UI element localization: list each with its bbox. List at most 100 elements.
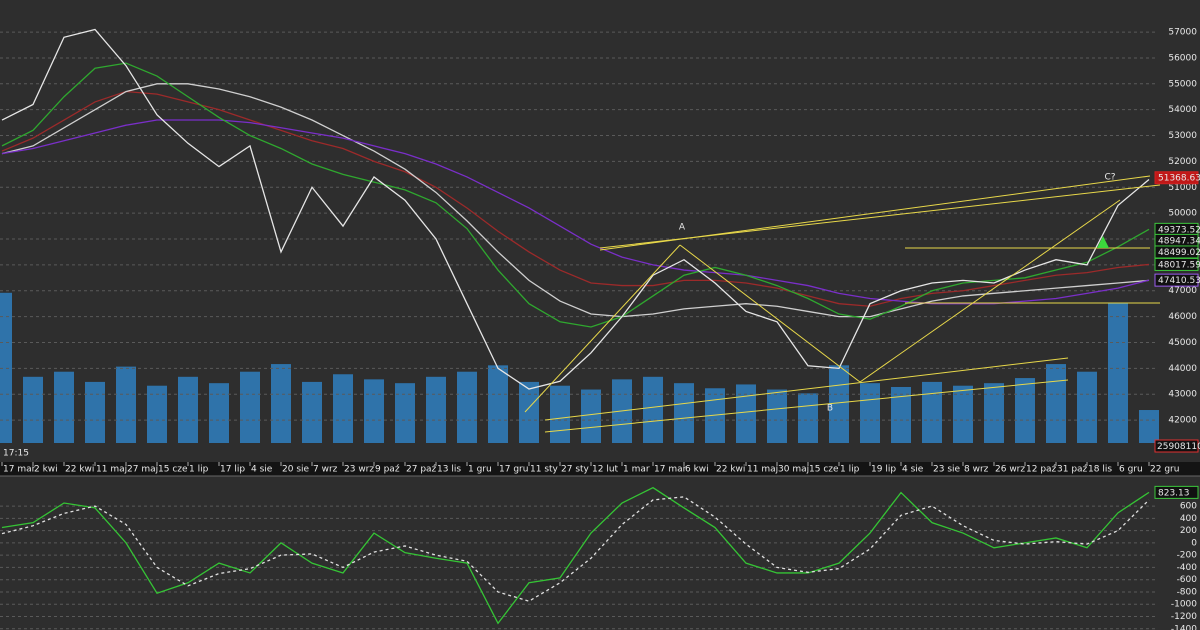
x-tick-label: 1 mar bbox=[623, 465, 650, 475]
y-tick-label: 45000 bbox=[1168, 338, 1197, 348]
y-tick-label: -600 bbox=[1177, 575, 1198, 585]
volume-bar bbox=[54, 371, 74, 443]
annotation: B bbox=[827, 404, 833, 414]
annotation: C? bbox=[1104, 173, 1115, 183]
x-tick-label: 27 maj bbox=[127, 465, 158, 475]
y-tick-label: 55000 bbox=[1168, 79, 1197, 89]
x-tick-label: 4 sie bbox=[251, 465, 273, 475]
value-badge bbox=[1154, 171, 1199, 185]
trendline bbox=[544, 357, 1069, 421]
volume-bar bbox=[674, 383, 694, 443]
y-tick-label: 51000 bbox=[1168, 183, 1197, 193]
volume-bar bbox=[984, 383, 1004, 443]
x-tick-label: 1 gru bbox=[468, 465, 492, 475]
volume-bar bbox=[643, 376, 663, 443]
x-tick-label: 4 sie bbox=[902, 465, 924, 475]
trendlines bbox=[524, 175, 1161, 433]
volume-bar bbox=[1046, 364, 1066, 443]
annotation: A bbox=[679, 223, 686, 233]
value-badge bbox=[1154, 257, 1199, 271]
x-tick-label: 31 paź bbox=[1057, 465, 1088, 475]
x-tick-label: 1 lip bbox=[840, 465, 860, 475]
y-tick-label: 53000 bbox=[1168, 131, 1197, 141]
volume-bar bbox=[1108, 302, 1128, 443]
volume-bar bbox=[1077, 371, 1097, 443]
volume-bar bbox=[271, 364, 291, 443]
x-tick-label: 30 maj bbox=[778, 465, 809, 475]
volume-bar bbox=[1015, 378, 1035, 443]
volume-bar bbox=[581, 389, 601, 443]
volume-bar bbox=[457, 371, 477, 443]
x-tick-label: 7 wrz bbox=[313, 465, 338, 475]
y-tick-label: -800 bbox=[1177, 587, 1198, 597]
x-tick-label: 11 maj bbox=[96, 465, 127, 475]
volume-bar bbox=[426, 376, 446, 443]
y-tick-label: 56000 bbox=[1168, 53, 1197, 63]
volume-bar bbox=[240, 371, 260, 443]
volume-bar bbox=[364, 379, 384, 443]
volume-bar bbox=[85, 381, 105, 443]
x-tick-label: 26 wrz bbox=[995, 465, 1025, 475]
x-tick-label: 2 kwi bbox=[34, 465, 58, 475]
y-tick-label: 57000 bbox=[1168, 28, 1197, 38]
y-tick-label: -1200 bbox=[1171, 612, 1197, 622]
x-tick-label: 27 paź bbox=[406, 465, 437, 475]
time-label: 17:15 bbox=[3, 449, 29, 459]
y-tick-label: 44000 bbox=[1168, 364, 1197, 374]
series-line bbox=[1, 62, 1150, 328]
volume-bar bbox=[705, 388, 725, 443]
series-line bbox=[1, 90, 1150, 307]
x-tick-label: 1 lip bbox=[189, 465, 209, 475]
trendline bbox=[679, 244, 861, 383]
value-badge-label: 48499.02 bbox=[1158, 248, 1200, 258]
volume-bar bbox=[953, 385, 973, 443]
trendline bbox=[544, 379, 1069, 433]
x-tick-label: 22 gru bbox=[1150, 465, 1179, 475]
volume-bar bbox=[891, 386, 911, 443]
x-tick-label: 22 kwi bbox=[716, 465, 745, 475]
trendline bbox=[859, 199, 1121, 383]
x-tick-label: 11 sty bbox=[530, 465, 559, 475]
x-tick-label: 18 lis bbox=[1088, 465, 1112, 475]
x-tick-label: 9 paź bbox=[375, 465, 400, 475]
x-tick-label: 23 wrz bbox=[344, 465, 374, 475]
signal-arrow bbox=[1097, 236, 1109, 248]
y-tick-label: 43000 bbox=[1168, 390, 1197, 400]
volume-bar bbox=[302, 381, 322, 443]
y-tick-label: 200 bbox=[1180, 526, 1197, 536]
volume-bar bbox=[209, 383, 229, 443]
value-badge-label: 48947.34 bbox=[1158, 236, 1200, 246]
series-line bbox=[1, 83, 1150, 318]
y-tick-label: 47000 bbox=[1168, 286, 1197, 296]
x-tick-label: 22 kwi bbox=[65, 465, 94, 475]
y-tick-label: 42000 bbox=[1168, 416, 1197, 426]
x-tick-label: 17 mar bbox=[3, 465, 36, 475]
volume-bar bbox=[550, 385, 570, 443]
volume-bar bbox=[736, 384, 756, 443]
value-badge-label: 823.13 bbox=[1158, 488, 1190, 498]
x-tick-label: 12 paź bbox=[1026, 465, 1057, 475]
volume-bar bbox=[798, 393, 818, 443]
volume-bar bbox=[23, 376, 43, 443]
volume-bar bbox=[1139, 410, 1159, 443]
trendline bbox=[524, 244, 681, 413]
y-tick-label: -400 bbox=[1177, 563, 1198, 573]
volume-bar bbox=[178, 376, 198, 443]
y-tick-label: 50000 bbox=[1168, 209, 1197, 219]
x-tick-label: 15 cze bbox=[158, 465, 188, 475]
value-badge-label: 47410.53 bbox=[1158, 276, 1200, 286]
volume-bar bbox=[116, 366, 136, 443]
x-tick-label: 27 sty bbox=[561, 465, 590, 475]
y-tick-label: 600 bbox=[1180, 502, 1197, 512]
value-badge-label: 49373.52 bbox=[1158, 225, 1200, 235]
y-tick-label: 46000 bbox=[1168, 312, 1197, 322]
y-tick-label: 54000 bbox=[1168, 105, 1197, 115]
volume-bar bbox=[333, 374, 353, 443]
x-tick-label: 6 gru bbox=[1119, 465, 1143, 475]
value-badge-label: 51368.63 bbox=[1158, 174, 1200, 184]
y-tick-label: -1000 bbox=[1171, 600, 1197, 610]
date-axis-band bbox=[0, 462, 1200, 476]
series-line bbox=[1, 119, 1150, 305]
